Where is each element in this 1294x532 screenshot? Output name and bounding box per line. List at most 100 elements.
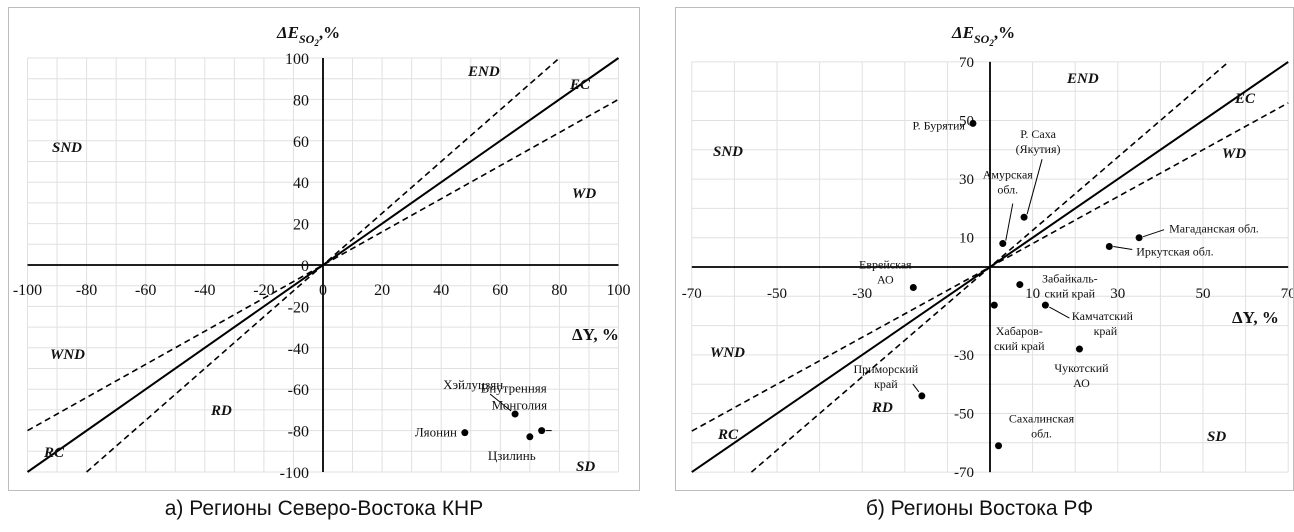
y-tick-label: 80	[293, 92, 309, 109]
region-label-ec: EC	[569, 77, 591, 93]
point-label: Амурская	[983, 168, 1034, 182]
x-tick-label: -40	[194, 282, 215, 299]
point-label: АО	[877, 273, 894, 287]
point-label: край	[1094, 324, 1118, 338]
region-label-sd: SD	[576, 459, 595, 475]
x-tick-label: -80	[76, 282, 97, 299]
axes-b	[691, 61, 1289, 473]
y-tick-label: -70	[954, 465, 974, 481]
data-point	[511, 410, 519, 418]
region-label-ec-b: EC	[1234, 91, 1256, 107]
point-label: ский край	[1045, 287, 1096, 301]
point-label: Забайкаль-	[1042, 272, 1098, 286]
data-point	[969, 119, 977, 127]
region-label-rd: RD	[210, 403, 232, 419]
leader-line	[1049, 306, 1070, 319]
region-label-snd-b: SND	[713, 144, 743, 160]
x-tick-label: 70	[1281, 286, 1293, 302]
x-tick-label: -70	[682, 286, 702, 302]
point-label: Р. Саха	[1020, 127, 1056, 141]
y-tick-label: 20	[293, 217, 309, 234]
data-point	[909, 284, 917, 292]
leader-line	[1142, 229, 1165, 238]
y-tick-label: 30	[959, 172, 974, 188]
chart-panel-b: -70 -50 -30 10 30 50 70 -70 -50 -30 10 30 50 70 Р. Бу…	[675, 7, 1294, 491]
leader-line	[1113, 245, 1133, 250]
x-tick-label: 50	[1196, 286, 1211, 302]
x-tick-label: 100	[607, 282, 631, 299]
data-point	[1105, 242, 1113, 250]
point-label: Сахалинская	[1009, 412, 1075, 426]
region-label-wnd: WND	[50, 347, 85, 363]
data-point	[461, 429, 469, 437]
data-point	[1041, 301, 1049, 309]
point-label: Монголия	[492, 398, 547, 413]
point-label: Приморский	[853, 362, 918, 376]
y-tick-label: -100	[280, 465, 309, 482]
point-label: Магаданская обл.	[1169, 222, 1259, 236]
y-axis-title-a: ΔESO2,%	[276, 23, 340, 48]
leader-line	[1026, 159, 1043, 215]
points-a	[461, 410, 546, 441]
region-label-rc: RC	[43, 445, 65, 461]
x-tick-label: 60	[492, 282, 508, 299]
region-label-rd-b: RD	[871, 400, 893, 416]
leader-line	[912, 383, 920, 393]
axes-a	[27, 58, 619, 472]
y-tick-label: -60	[288, 382, 309, 399]
point-label: Ляонин	[415, 425, 457, 440]
caption-a: а) Регионы Северо-Востока КНР	[164, 497, 484, 520]
data-point	[526, 433, 534, 441]
points-b	[909, 119, 1143, 450]
data-point	[1020, 213, 1028, 221]
x-axis-title-a: ΔY, %	[572, 325, 619, 344]
x-tick-label: 30	[1110, 286, 1125, 302]
point-label: Хэйлуцзян	[443, 377, 503, 392]
region-label-snd: SND	[52, 140, 82, 156]
point-label: Еврейская	[859, 258, 912, 272]
point-label: Чукотский	[1054, 361, 1109, 375]
point-label: Р. Бурятия	[912, 118, 965, 132]
x-tick-label: 10	[1025, 286, 1040, 302]
leader-lines-b	[912, 159, 1165, 393]
point-label: Камчатский	[1072, 309, 1134, 323]
data-point	[1016, 281, 1024, 289]
data-point	[918, 392, 926, 400]
x-axis-title-b: ΔY, %	[1232, 308, 1279, 327]
point-label: (Якутия)	[1016, 142, 1061, 156]
x-tick-label: 80	[551, 282, 567, 299]
x-tick-label: 40	[433, 282, 449, 299]
y-tick-label: -40	[288, 341, 309, 358]
tick-labels-a: -100 -80 -60 -40 -20 0 20 40 60 80 100 -100 -80 -60 -4…	[13, 51, 631, 482]
region-label-rc-b: RC	[717, 427, 739, 443]
point-label: Цзилинь	[488, 448, 536, 463]
x-tick-label: 0	[319, 282, 327, 299]
point-label: обл.	[997, 183, 1018, 197]
x-tick-label: -100	[13, 282, 42, 299]
leader-line	[1005, 203, 1014, 241]
point-label: АО	[1073, 376, 1090, 390]
y-tick-label: 40	[293, 175, 309, 192]
caption-b: б) Регионы Востока РФ	[865, 497, 1094, 520]
y-tick-label: -30	[954, 348, 974, 364]
region-label-wd: WD	[572, 186, 596, 202]
y-tick-label: 0	[301, 258, 309, 275]
point-label: Внутренняя	[481, 381, 547, 396]
x-tick-label: 20	[374, 282, 390, 299]
region-label-sd-b: SD	[1207, 429, 1226, 445]
leader-line	[489, 393, 512, 412]
reference-line-dashed	[27, 98, 619, 432]
point-label: обл.	[1031, 427, 1052, 441]
x-tick-label: -60	[135, 282, 156, 299]
region-label-wnd-b: WND	[710, 345, 745, 361]
data-point	[995, 442, 1003, 450]
point-label: ский край	[994, 339, 1045, 353]
x-tick-label: -30	[852, 286, 872, 302]
y-tick-label: 60	[293, 134, 309, 151]
data-point	[538, 427, 546, 435]
region-label-end-b: END	[1066, 71, 1099, 87]
y-tick-label: 10	[959, 231, 974, 247]
y-tick-label: -50	[954, 407, 974, 423]
x-tick-label: -50	[767, 286, 787, 302]
